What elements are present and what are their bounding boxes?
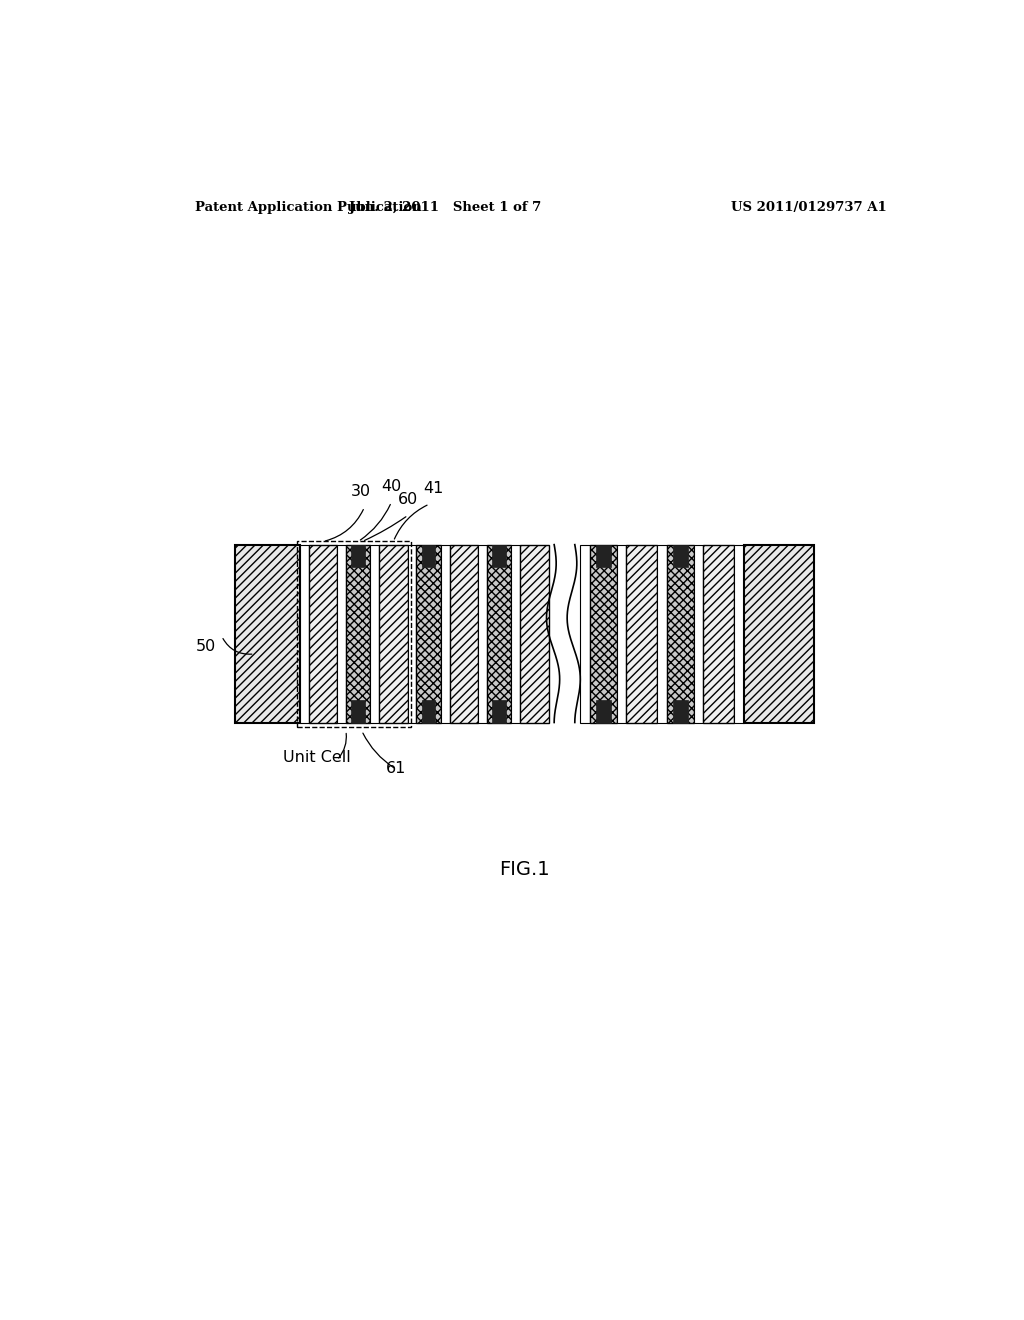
Bar	[236, 545, 300, 722]
Text: 40: 40	[381, 479, 401, 494]
Bar	[743, 545, 814, 722]
Bar	[694, 545, 703, 722]
Bar	[520, 545, 549, 722]
Bar	[379, 545, 408, 722]
Text: Jun. 2, 2011   Sheet 1 of 7: Jun. 2, 2011 Sheet 1 of 7	[349, 201, 542, 214]
Bar	[351, 700, 365, 722]
Bar	[673, 545, 688, 568]
Bar	[734, 545, 743, 722]
Bar	[351, 545, 365, 568]
Text: 30: 30	[350, 484, 371, 499]
Bar	[371, 545, 379, 722]
Bar	[703, 545, 734, 722]
Text: 50: 50	[196, 639, 216, 653]
Bar	[511, 545, 520, 722]
Bar	[422, 700, 435, 722]
Text: US 2011/0129737 A1: US 2011/0129737 A1	[731, 201, 887, 214]
Bar	[408, 545, 416, 722]
Bar	[596, 545, 610, 568]
Bar	[493, 700, 506, 722]
Bar	[673, 700, 688, 722]
Bar	[416, 545, 441, 722]
Bar	[308, 545, 337, 722]
Bar	[337, 545, 346, 722]
Bar	[478, 545, 486, 722]
Bar	[616, 545, 626, 722]
Text: 60: 60	[398, 492, 418, 507]
Text: 41: 41	[423, 480, 443, 496]
Bar	[300, 545, 308, 722]
Bar	[486, 545, 511, 722]
Text: Unit Cell: Unit Cell	[283, 750, 351, 766]
Bar	[626, 545, 657, 722]
Bar	[346, 545, 371, 722]
Text: Patent Application Publication: Patent Application Publication	[196, 201, 422, 214]
Bar	[450, 545, 478, 722]
Text: 61: 61	[386, 762, 407, 776]
Bar	[596, 700, 610, 722]
Bar	[590, 545, 616, 722]
Bar	[667, 545, 694, 722]
Bar	[297, 541, 411, 726]
Text: FIG.1: FIG.1	[500, 861, 550, 879]
Bar	[422, 545, 435, 568]
Bar	[581, 545, 590, 722]
Bar	[657, 545, 667, 722]
Bar	[441, 545, 450, 722]
Bar	[493, 545, 506, 568]
